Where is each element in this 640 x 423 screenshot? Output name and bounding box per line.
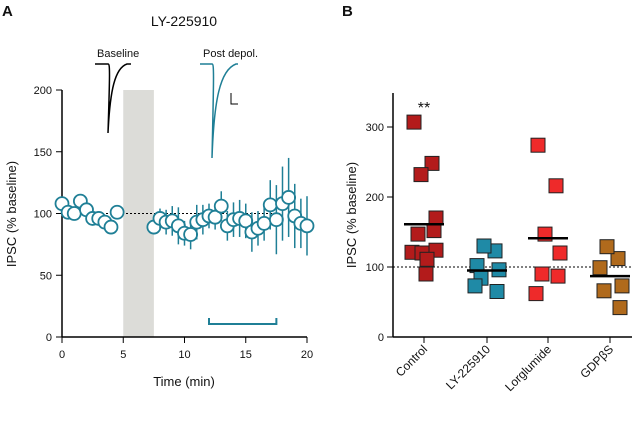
data-point (66, 206, 82, 221)
panel-label-a: A (2, 3, 13, 20)
data-point (596, 283, 612, 299)
y-tick-label: 0 (378, 332, 384, 344)
scale-bar (230, 93, 238, 105)
y-tick-label: 150 (34, 147, 52, 159)
chart-a-title: LY-225910 (151, 13, 217, 29)
data-point (268, 212, 284, 228)
data-point (550, 268, 566, 284)
y-tick-label: 200 (34, 85, 52, 97)
x-tick-label: Lorglumide (502, 342, 554, 394)
post-depol-trace (200, 63, 238, 159)
data-point (552, 245, 568, 261)
post-period-bracket (208, 318, 278, 325)
data-point (592, 260, 608, 276)
data-point (614, 278, 630, 294)
data-point (528, 286, 544, 302)
x-tick-label: 0 (59, 349, 65, 361)
y-tick-label: 200 (366, 192, 384, 204)
data-point (419, 251, 435, 267)
data-point (183, 227, 199, 242)
data-point (467, 278, 483, 294)
data-point (530, 137, 546, 153)
data-point (534, 266, 550, 282)
data-point (426, 223, 442, 239)
x-tick-label: LY-225910 (443, 342, 493, 392)
significance-annotation: ** (418, 100, 430, 117)
y-tick-label: 100 (366, 262, 384, 274)
data-point (428, 210, 444, 226)
x-tick-label: 5 (120, 349, 126, 361)
data-point (418, 266, 434, 282)
data-point (610, 251, 626, 267)
data-point (109, 204, 125, 220)
y-axis-label-b: IPSC (% baseline) (344, 162, 359, 268)
data-point (213, 198, 229, 214)
x-tick-label: 10 (178, 349, 190, 361)
data-point (281, 190, 297, 205)
y-tick-label: 50 (40, 270, 52, 282)
data-point (413, 167, 429, 183)
x-axis-label-a: Time (min) (153, 374, 215, 389)
data-point (103, 219, 119, 235)
data-point (612, 300, 628, 316)
data-point (489, 284, 505, 299)
trace-label-post: Post depol. (203, 48, 258, 60)
data-point (299, 218, 315, 234)
trace-label-baseline: Baseline (97, 48, 139, 60)
x-tick-label: GDPβS (577, 342, 616, 381)
y-tick-label: 100 (34, 209, 52, 221)
baseline-trace (95, 63, 131, 134)
x-tick-label: 20 (301, 349, 313, 361)
x-tick-label: Control (393, 342, 430, 379)
data-point (599, 239, 615, 255)
data-point (410, 226, 426, 242)
data-point (262, 197, 278, 213)
data-point (256, 215, 272, 231)
panel-label-b: B (342, 3, 353, 20)
data-point (548, 178, 564, 194)
data-point (476, 238, 492, 254)
y-tick-label: 300 (366, 122, 384, 134)
data-point (424, 155, 440, 171)
data-point (406, 114, 422, 130)
y-tick-label: 0 (46, 332, 52, 344)
x-tick-label: 15 (240, 349, 252, 361)
y-axis-label-a: IPSC (% baseline) (4, 161, 19, 267)
